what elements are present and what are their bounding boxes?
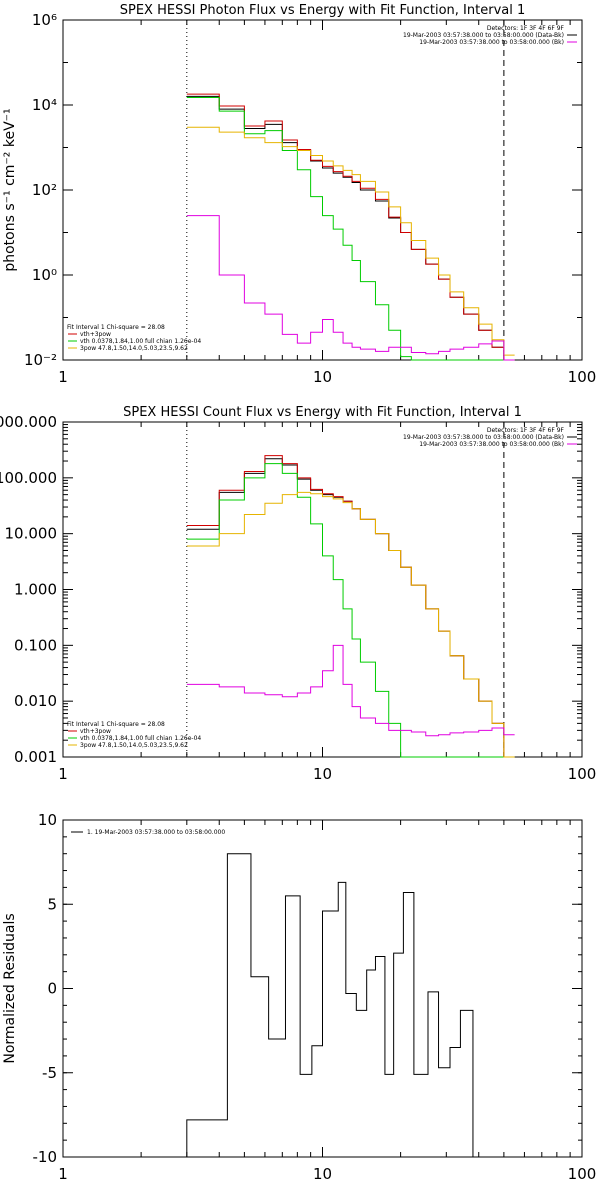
x-tick-label: 1: [58, 1165, 68, 1183]
series-vth: [186, 97, 515, 361]
series-data-bk: [186, 458, 515, 758]
y-tick-label: 10.000: [5, 525, 58, 543]
y-tick-label: 10⁻²: [24, 351, 57, 369]
series-data-bk: [186, 95, 515, 361]
y-tick-label: -5: [42, 1064, 57, 1082]
legend-bottom-left-text: Fit Interval 1 Chi-square = 28.08: [67, 721, 165, 728]
legend-bottom-left-text: vth 0.0378,1.84,1.00 full chian 1.26e-04: [80, 735, 201, 742]
legend-top-right-text: 19-Mar-2003 03:57:38.000 to 03:58:00.000…: [419, 441, 564, 448]
y-tick-label: 10⁶: [32, 11, 57, 29]
legend-top-right-text: Detectors: 1F 3F 4F 6F 9F: [487, 427, 565, 434]
x-tick-label: 100: [568, 765, 597, 783]
y-tick-label: 10⁴: [32, 96, 57, 114]
legend-bottom-left-text: Fit Interval 1 Chi-square = 28.08: [67, 324, 165, 331]
series-3pow: [186, 126, 515, 356]
legend-bottom-left-text: vth+3pow: [80, 331, 111, 338]
x-tick-label: 100: [568, 1165, 597, 1183]
y-tick-label: -10: [33, 1148, 58, 1166]
x-tick-label: 1: [58, 368, 68, 386]
y-tick-label: 0.010: [14, 692, 57, 710]
legend-top-right-text: 19-Mar-2003 03:57:38.000 to 03:58:00.000…: [403, 434, 564, 441]
y-tick-label: 10: [38, 811, 57, 829]
y-tick-label: 1.000: [14, 581, 57, 599]
chart-panel-1: SPEX HESSI Photon Flux vs Energy with Fi…: [2, 3, 596, 386]
legend-top-left-text: 1. 19-Mar-2003 03:57:38.000 to 03:58:00.…: [87, 829, 225, 836]
x-tick-label: 100: [568, 368, 597, 386]
y-axis-label: photons s⁻¹ cm⁻² keV⁻¹: [2, 108, 18, 271]
y-tick-label: 10⁰: [32, 266, 57, 284]
legend-top-right-text: Detectors: 1F 3F 4F 6F 9F: [487, 25, 565, 32]
series-vth-3pow: [186, 93, 515, 361]
legend-bottom-left-text: vth 0.0378,1.84,1.00 full chian 1.26e-04: [80, 338, 201, 345]
legend-bottom-left-text: vth+3pow: [80, 728, 111, 735]
y-tick-label: 0.001: [14, 748, 57, 766]
x-tick-label: 10: [313, 1165, 332, 1183]
x-tick-label: 10: [313, 765, 332, 783]
chart-panel-3: 1 10 100 -10 -5 0 5 10 Normalized Residuals 1. 19…: [2, 811, 596, 1183]
x-tick-label: 10: [313, 368, 332, 386]
legend-top-right-text: 19-Mar-2003 03:57:38.000 to 03:58:00.000…: [419, 39, 564, 46]
chart-panel-2: SPEX HESSI Count Flux vs Energy with Fit…: [0, 405, 596, 783]
series-vth: [186, 463, 515, 758]
legend-top-right-text: 19-Mar-2003 03:57:38.000 to 03:58:00.000…: [403, 32, 564, 39]
x-tick-label: 1: [58, 765, 68, 783]
legend-bottom-left-text: 3pow 47.8,1.50,14.0,5.03,23.5,9.62: [80, 742, 188, 749]
y-axis-label: Normalized Residuals: [2, 913, 18, 1063]
y-tick-label: 100.000: [0, 469, 57, 487]
series-bk: [186, 644, 515, 737]
series-1-19-mar-2003-03-57-38-000-to-03-58-00-000: [186, 853, 504, 1158]
y-tick-label: 0: [47, 980, 57, 998]
chart-title: SPEX HESSI Photon Flux vs Energy with Fi…: [120, 3, 526, 18]
y-tick-label: 5: [47, 895, 57, 913]
y-tick-label: 10²: [32, 181, 57, 199]
series-bk: [186, 215, 515, 361]
chart-title: SPEX HESSI Count Flux vs Energy with Fit…: [123, 405, 522, 420]
series-3pow: [186, 491, 515, 758]
legend-bottom-left-text: 3pow 47.8,1.50,14.0,5.03,23.5,9.62: [80, 345, 188, 352]
series-vth-3pow: [186, 455, 515, 758]
y-tick-label: 0.100: [14, 636, 57, 654]
